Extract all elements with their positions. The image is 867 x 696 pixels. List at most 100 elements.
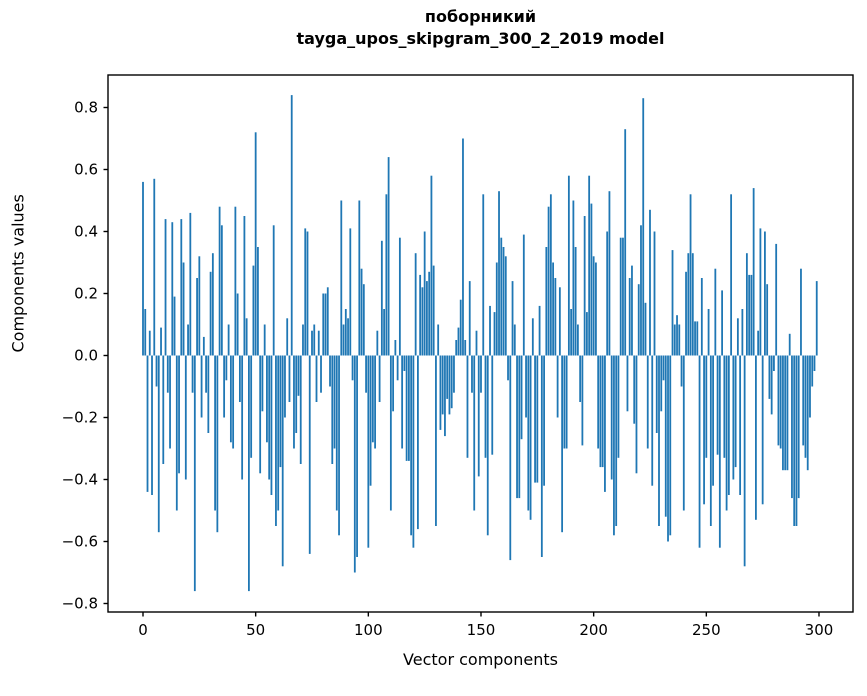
x-tick-label: 300 xyxy=(805,621,834,639)
bar xyxy=(324,293,327,356)
bar xyxy=(651,355,654,486)
bar xyxy=(225,355,228,381)
bar xyxy=(191,355,194,393)
bar xyxy=(257,247,259,356)
bar xyxy=(414,253,417,356)
bar xyxy=(597,355,600,449)
bar xyxy=(387,157,390,356)
y-tick-label: 0.6 xyxy=(74,161,98,179)
bar xyxy=(786,355,789,471)
bar xyxy=(367,355,370,548)
bar xyxy=(151,355,153,495)
bar xyxy=(561,355,564,533)
bar xyxy=(739,355,742,495)
bar xyxy=(662,355,665,381)
bar xyxy=(455,340,458,356)
bar xyxy=(507,355,509,381)
bar xyxy=(385,194,388,356)
bar xyxy=(768,355,771,399)
bar xyxy=(574,247,577,356)
bar xyxy=(608,191,611,356)
bar xyxy=(290,95,293,356)
bar xyxy=(155,355,158,387)
bar xyxy=(268,355,271,480)
bar xyxy=(671,250,674,356)
bar xyxy=(396,355,399,381)
bar xyxy=(473,355,476,511)
bar xyxy=(198,256,201,356)
bar xyxy=(477,355,480,477)
bar xyxy=(588,175,591,356)
bar xyxy=(189,212,192,356)
bar xyxy=(302,324,304,356)
bar xyxy=(286,318,289,356)
bar xyxy=(484,355,487,458)
bar xyxy=(214,355,216,511)
bar xyxy=(464,340,467,356)
bar xyxy=(703,355,705,505)
bar xyxy=(755,355,757,520)
bar xyxy=(815,281,818,356)
bar xyxy=(761,355,764,505)
bar xyxy=(428,271,431,356)
chart-title-word: поборникий xyxy=(424,7,537,26)
y-tick-label: −0.8 xyxy=(62,595,98,613)
bar xyxy=(295,355,298,433)
bar xyxy=(554,278,557,356)
bar xyxy=(748,274,751,356)
x-tick-label: 0 xyxy=(138,621,148,639)
bar xyxy=(784,355,787,471)
bar xyxy=(678,324,681,356)
bar xyxy=(610,355,613,480)
bar xyxy=(358,200,361,356)
bar xyxy=(725,355,728,511)
bar xyxy=(743,355,746,567)
bar xyxy=(495,262,498,356)
bar xyxy=(211,253,214,356)
bar xyxy=(261,355,264,412)
chart-title-model: tayga_upos_skipgram_300_2_2019 model xyxy=(296,29,665,48)
bar xyxy=(407,355,410,461)
bar xyxy=(669,355,672,536)
bar xyxy=(356,355,358,557)
bar xyxy=(205,355,207,393)
bar xyxy=(245,318,248,356)
x-tick-label: 150 xyxy=(467,621,496,639)
bar xyxy=(405,355,408,461)
bar xyxy=(750,274,753,356)
bar xyxy=(171,222,174,356)
bar xyxy=(383,309,385,356)
bar xyxy=(423,231,426,356)
bar xyxy=(797,355,800,499)
bar xyxy=(293,355,295,449)
bar xyxy=(811,355,814,387)
bar xyxy=(175,355,178,511)
bar xyxy=(714,268,717,356)
bar xyxy=(687,253,690,356)
bar xyxy=(716,355,719,455)
bar xyxy=(335,355,338,511)
bar xyxy=(680,355,683,387)
bar xyxy=(788,333,791,356)
bar xyxy=(162,355,165,464)
bar xyxy=(538,305,541,356)
bar xyxy=(148,330,151,356)
bar xyxy=(281,355,284,567)
bar xyxy=(698,355,701,548)
x-axis-ticks: 0 50 100 150 200 250 300 xyxy=(138,612,833,639)
bar xyxy=(349,228,352,356)
bar xyxy=(304,228,307,356)
bar xyxy=(417,355,419,530)
bar xyxy=(344,309,347,356)
bar xyxy=(263,324,266,356)
bar xyxy=(545,247,548,356)
bar xyxy=(238,355,241,402)
bar xyxy=(486,355,489,536)
bar xyxy=(718,355,721,548)
bar xyxy=(157,355,160,533)
bar xyxy=(180,219,183,356)
chart-title: поборникий tayga_upos_skipgram_300_2_201… xyxy=(108,6,853,50)
bar xyxy=(444,355,446,437)
bar xyxy=(782,355,784,471)
